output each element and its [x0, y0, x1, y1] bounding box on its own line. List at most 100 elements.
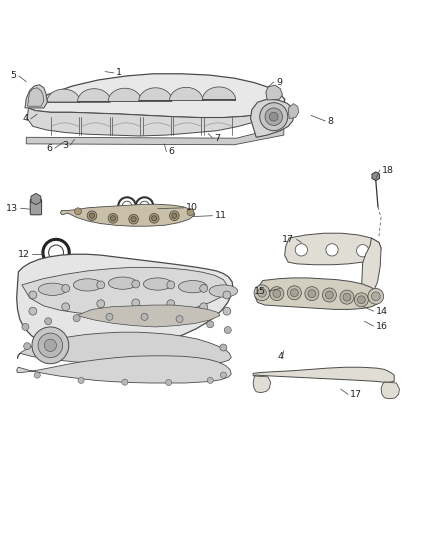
Circle shape [172, 213, 177, 219]
Polygon shape [22, 268, 228, 316]
Circle shape [176, 316, 183, 322]
Circle shape [368, 288, 384, 304]
Polygon shape [25, 85, 47, 108]
Circle shape [187, 209, 194, 216]
Text: 17: 17 [350, 390, 362, 399]
Text: 14: 14 [376, 306, 388, 316]
Circle shape [22, 324, 29, 330]
Circle shape [108, 214, 118, 223]
Polygon shape [253, 367, 394, 382]
Text: 4: 4 [22, 115, 28, 124]
Polygon shape [28, 88, 44, 106]
Text: 18: 18 [382, 166, 394, 175]
Polygon shape [60, 204, 195, 226]
Circle shape [371, 292, 380, 301]
Text: 5: 5 [11, 71, 17, 80]
Circle shape [110, 216, 116, 221]
Circle shape [357, 245, 369, 257]
Circle shape [290, 289, 298, 297]
Polygon shape [288, 103, 299, 118]
Circle shape [325, 291, 333, 299]
Circle shape [74, 208, 81, 215]
Polygon shape [381, 382, 399, 399]
Circle shape [78, 377, 84, 383]
Text: 12: 12 [18, 250, 30, 259]
Polygon shape [26, 126, 284, 145]
Polygon shape [255, 278, 379, 310]
Circle shape [305, 287, 319, 301]
Circle shape [308, 290, 316, 297]
Text: 15: 15 [254, 287, 266, 295]
Circle shape [29, 291, 37, 299]
Polygon shape [27, 99, 285, 136]
Circle shape [258, 288, 266, 297]
Polygon shape [18, 332, 231, 366]
Circle shape [295, 244, 307, 256]
Polygon shape [361, 238, 381, 298]
Text: 17: 17 [283, 235, 294, 244]
Circle shape [322, 288, 336, 302]
Circle shape [200, 303, 208, 311]
FancyBboxPatch shape [30, 199, 42, 215]
Polygon shape [251, 99, 294, 138]
Polygon shape [202, 87, 236, 100]
Circle shape [132, 299, 140, 307]
Polygon shape [31, 193, 41, 205]
Text: 10: 10 [186, 203, 198, 212]
Polygon shape [77, 305, 220, 327]
Polygon shape [17, 254, 233, 353]
Circle shape [269, 112, 278, 121]
Circle shape [287, 286, 301, 300]
Circle shape [38, 333, 63, 358]
Circle shape [97, 300, 105, 308]
Circle shape [89, 213, 95, 219]
Circle shape [73, 314, 80, 322]
Polygon shape [285, 233, 381, 265]
Circle shape [122, 379, 128, 385]
Circle shape [45, 318, 52, 325]
Polygon shape [17, 356, 231, 383]
Ellipse shape [74, 279, 102, 291]
Ellipse shape [178, 280, 207, 293]
Circle shape [167, 281, 175, 289]
Circle shape [106, 313, 113, 320]
Circle shape [265, 108, 283, 125]
Text: 13: 13 [6, 204, 18, 213]
Circle shape [207, 321, 214, 328]
Circle shape [326, 244, 338, 256]
Text: 11: 11 [215, 211, 226, 220]
Circle shape [62, 285, 70, 292]
Circle shape [223, 291, 231, 299]
Polygon shape [47, 89, 80, 102]
Polygon shape [372, 172, 380, 181]
Circle shape [254, 285, 270, 301]
Text: 6: 6 [46, 144, 53, 153]
Circle shape [260, 103, 288, 131]
Circle shape [224, 327, 231, 334]
Circle shape [152, 216, 157, 221]
Circle shape [354, 293, 368, 307]
Circle shape [200, 285, 208, 292]
Circle shape [87, 211, 97, 221]
Circle shape [149, 214, 159, 223]
Text: 6: 6 [169, 147, 175, 156]
Circle shape [167, 300, 175, 308]
Text: 3: 3 [62, 141, 68, 150]
Circle shape [340, 290, 354, 304]
Polygon shape [170, 87, 203, 101]
Circle shape [273, 290, 281, 297]
Circle shape [97, 281, 105, 289]
Ellipse shape [38, 283, 67, 295]
Circle shape [129, 214, 138, 224]
Circle shape [170, 211, 179, 221]
Circle shape [270, 287, 284, 301]
Circle shape [132, 280, 140, 288]
Polygon shape [139, 88, 172, 101]
Polygon shape [253, 376, 271, 393]
Text: 16: 16 [376, 321, 388, 330]
Circle shape [207, 377, 213, 383]
Circle shape [357, 296, 365, 304]
Circle shape [29, 307, 37, 315]
Circle shape [34, 372, 40, 378]
Text: 4: 4 [277, 352, 283, 361]
